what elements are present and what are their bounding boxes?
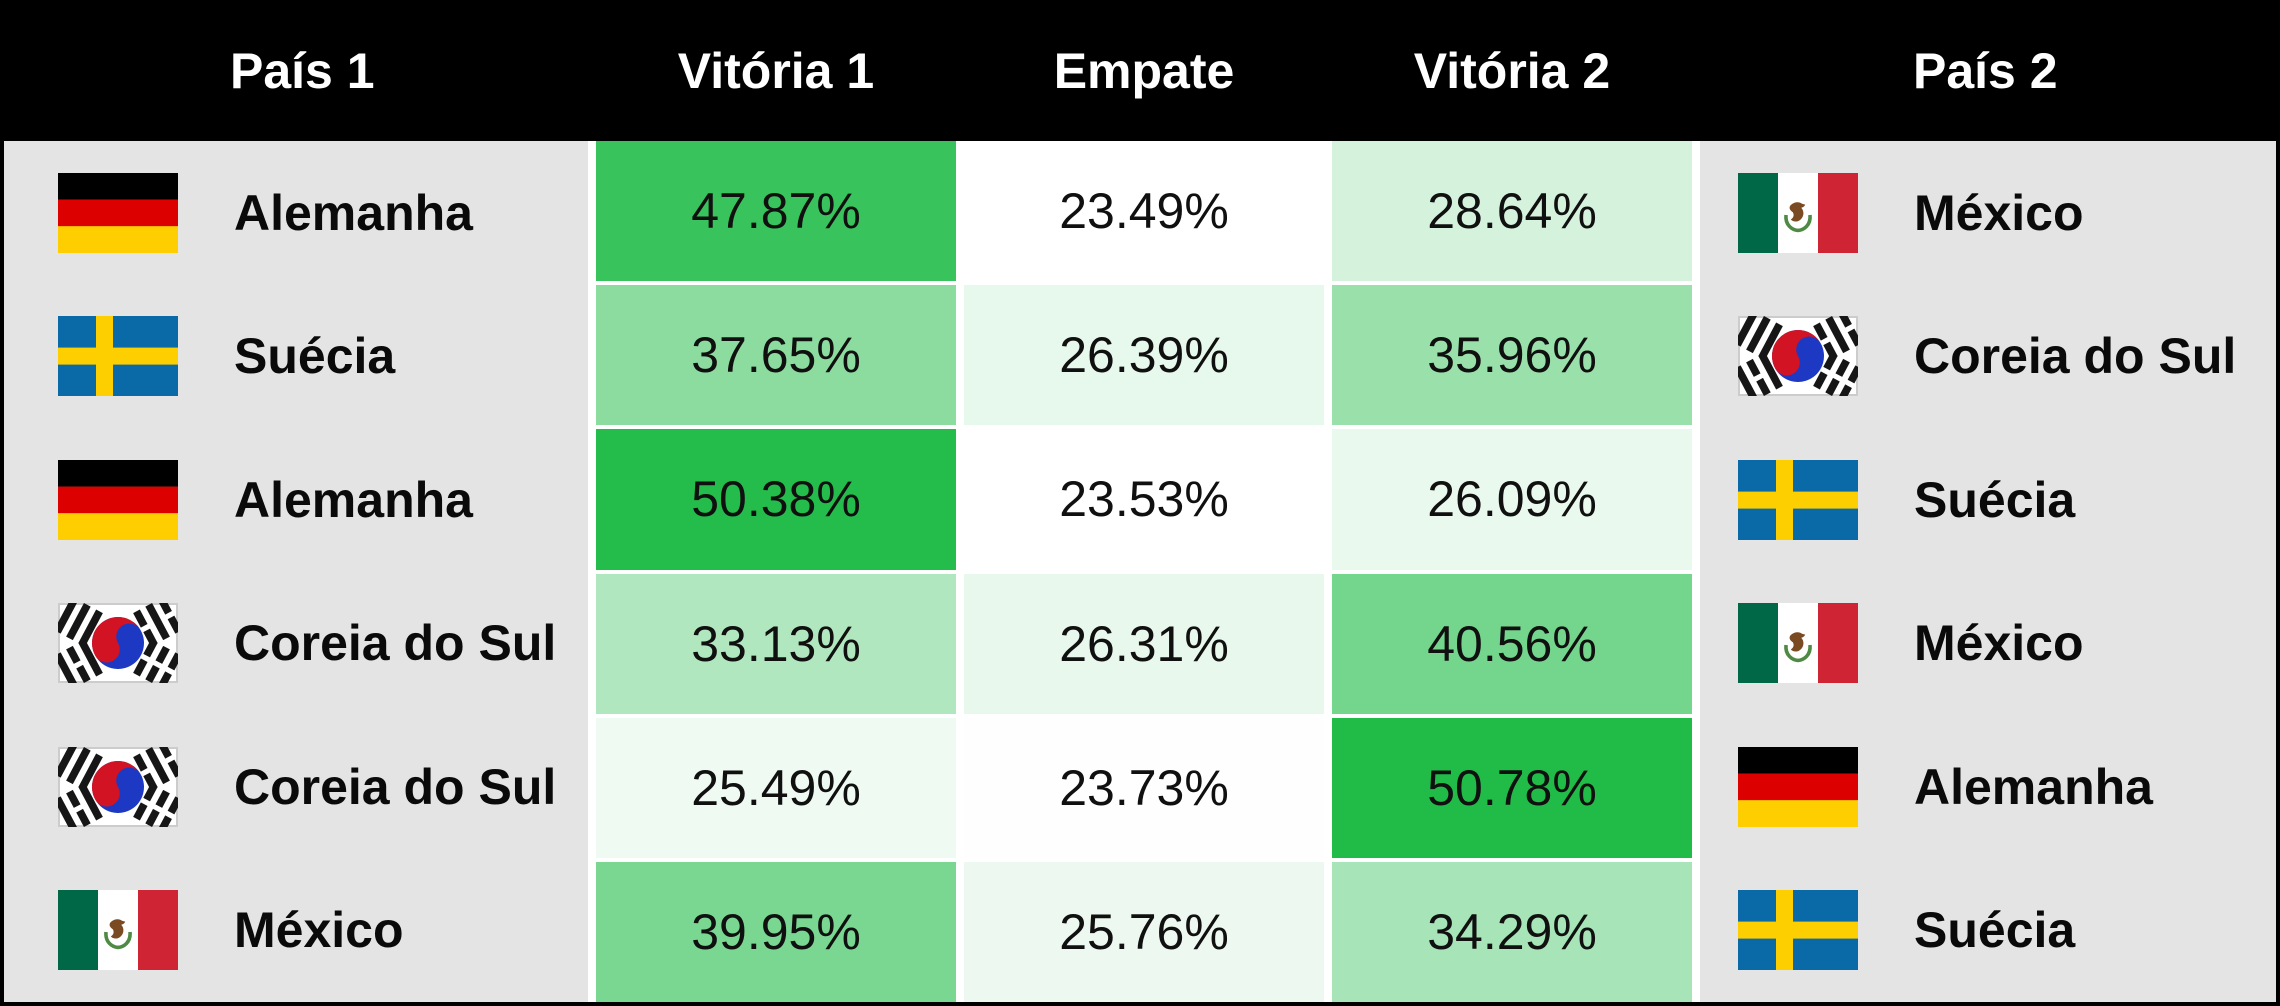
team1-row: Alemanha	[4, 428, 588, 572]
team2-name: Coreia do Sul	[1914, 328, 2237, 385]
probability-value: 33.13%	[691, 615, 861, 672]
team1-name: Alemanha	[234, 184, 473, 241]
team1-row: Coreia do Sul	[4, 715, 588, 859]
team2-name: Alemanha	[1914, 758, 2153, 815]
win2-probability-cell: 26.09%	[1332, 429, 1692, 570]
team1-name: Coreia do Sul	[234, 615, 557, 672]
probability-value: 35.96%	[1427, 327, 1597, 384]
draw-probability-cell: 23.49%	[964, 141, 1324, 282]
win2-probability-cell: 50.78%	[1332, 717, 1692, 858]
team2-row: Coreia do Sul	[1700, 285, 2276, 429]
mexico-flag-icon	[1738, 172, 1858, 253]
team1-name: Coreia do Sul	[234, 758, 557, 815]
probability-value: 34.29%	[1427, 903, 1597, 960]
draw-probability-cell: 25.76%	[964, 861, 1324, 1002]
team2-row: México	[1700, 572, 2276, 716]
sweden-flag-icon	[58, 316, 178, 397]
win1-probability-cell: 33.13%	[596, 573, 956, 714]
win1-probability-cell: 50.38%	[596, 429, 956, 570]
probability-value: 25.76%	[1059, 903, 1229, 960]
win1-probability-cell: 47.87%	[596, 141, 956, 282]
probability-value: 23.49%	[1059, 183, 1229, 240]
probability-value: 26.39%	[1059, 327, 1229, 384]
win1-probability-cell: 37.65%	[596, 285, 956, 426]
probability-value: 23.53%	[1059, 471, 1229, 528]
win2-probability-cell: 40.56%	[1332, 573, 1692, 714]
probability-value: 40.56%	[1427, 615, 1597, 672]
probability-value: 26.09%	[1427, 471, 1597, 528]
team2-row: México	[1700, 141, 2276, 285]
header-empate-label: Empate	[1053, 42, 1235, 99]
team2-name: México	[1914, 615, 2084, 672]
probability-value: 50.38%	[691, 471, 861, 528]
win1-probability-cell: 25.49%	[596, 717, 956, 858]
mexico-flag-icon	[58, 890, 178, 971]
team1-row: Coreia do Sul	[4, 572, 588, 716]
win2-probability-cell: 35.96%	[1332, 285, 1692, 426]
draw-probability-cell: 26.39%	[964, 285, 1324, 426]
table-header: País 1 Vitória 1 Empate Vitória 2 País 2	[0, 0, 2280, 141]
win2-probability-cell: 28.64%	[1332, 141, 1692, 282]
team1-name: Suécia	[234, 328, 396, 385]
probability-value: 50.78%	[1427, 759, 1597, 816]
probability-value: 23.73%	[1059, 759, 1229, 816]
draw-probability-cell: 23.53%	[964, 429, 1324, 570]
header-pais2-label: País 2	[1913, 42, 2058, 99]
team1-name: Alemanha	[234, 471, 473, 528]
probability-value: 25.49%	[691, 759, 861, 816]
team2-column: México Coreia do Sul Suécia	[1700, 141, 2276, 1002]
probability-value: 37.65%	[691, 327, 861, 384]
sweden-flag-icon	[1738, 459, 1858, 540]
probability-value: 28.64%	[1427, 183, 1597, 240]
draw-probability-cell: 23.73%	[964, 717, 1324, 858]
win2-probability-cell: 34.29%	[1332, 861, 1692, 1002]
team1-row: México	[4, 859, 588, 1003]
team2-name: Suécia	[1914, 471, 2076, 528]
team1-row: Suécia	[4, 285, 588, 429]
probability-value: 47.87%	[691, 183, 861, 240]
south-korea-flag-icon	[58, 603, 178, 684]
south-korea-flag-icon	[1738, 316, 1858, 397]
win1-probability-cell: 39.95%	[596, 861, 956, 1002]
probability-value: 39.95%	[691, 903, 861, 960]
header-vitoria2-label: Vitória 2	[1413, 42, 1611, 99]
team2-row: Alemanha	[1700, 715, 2276, 859]
germany-flag-icon	[58, 172, 178, 253]
team2-row: Suécia	[1700, 859, 2276, 1003]
team2-name: Suécia	[1914, 902, 2076, 959]
header-vitoria1-label: Vitória 1	[677, 42, 875, 99]
south-korea-flag-icon	[58, 746, 178, 827]
germany-flag-icon	[58, 459, 178, 540]
header-middle: Vitória 1 Empate Vitória 2	[588, 42, 1700, 100]
draw-probability-cell: 26.31%	[964, 573, 1324, 714]
probability-value: 26.31%	[1059, 615, 1229, 672]
table-body: Alemanha Suécia Alemanha Coreia do Sul	[4, 141, 2276, 1002]
mexico-flag-icon	[1738, 603, 1858, 684]
sweden-flag-icon	[1738, 890, 1858, 971]
header-pais1-label: País 1	[230, 42, 375, 99]
team1-column: Alemanha Suécia Alemanha Coreia do Sul	[4, 141, 588, 1002]
team1-name: México	[234, 902, 404, 959]
team1-row: Alemanha	[4, 141, 588, 285]
probability-grid: 47.87% 23.49% 28.64% 37.65% 26.39% 35.96% 50.3…	[588, 141, 1700, 1002]
germany-flag-icon	[1738, 746, 1858, 827]
team2-row: Suécia	[1700, 428, 2276, 572]
team2-name: México	[1914, 184, 2084, 241]
